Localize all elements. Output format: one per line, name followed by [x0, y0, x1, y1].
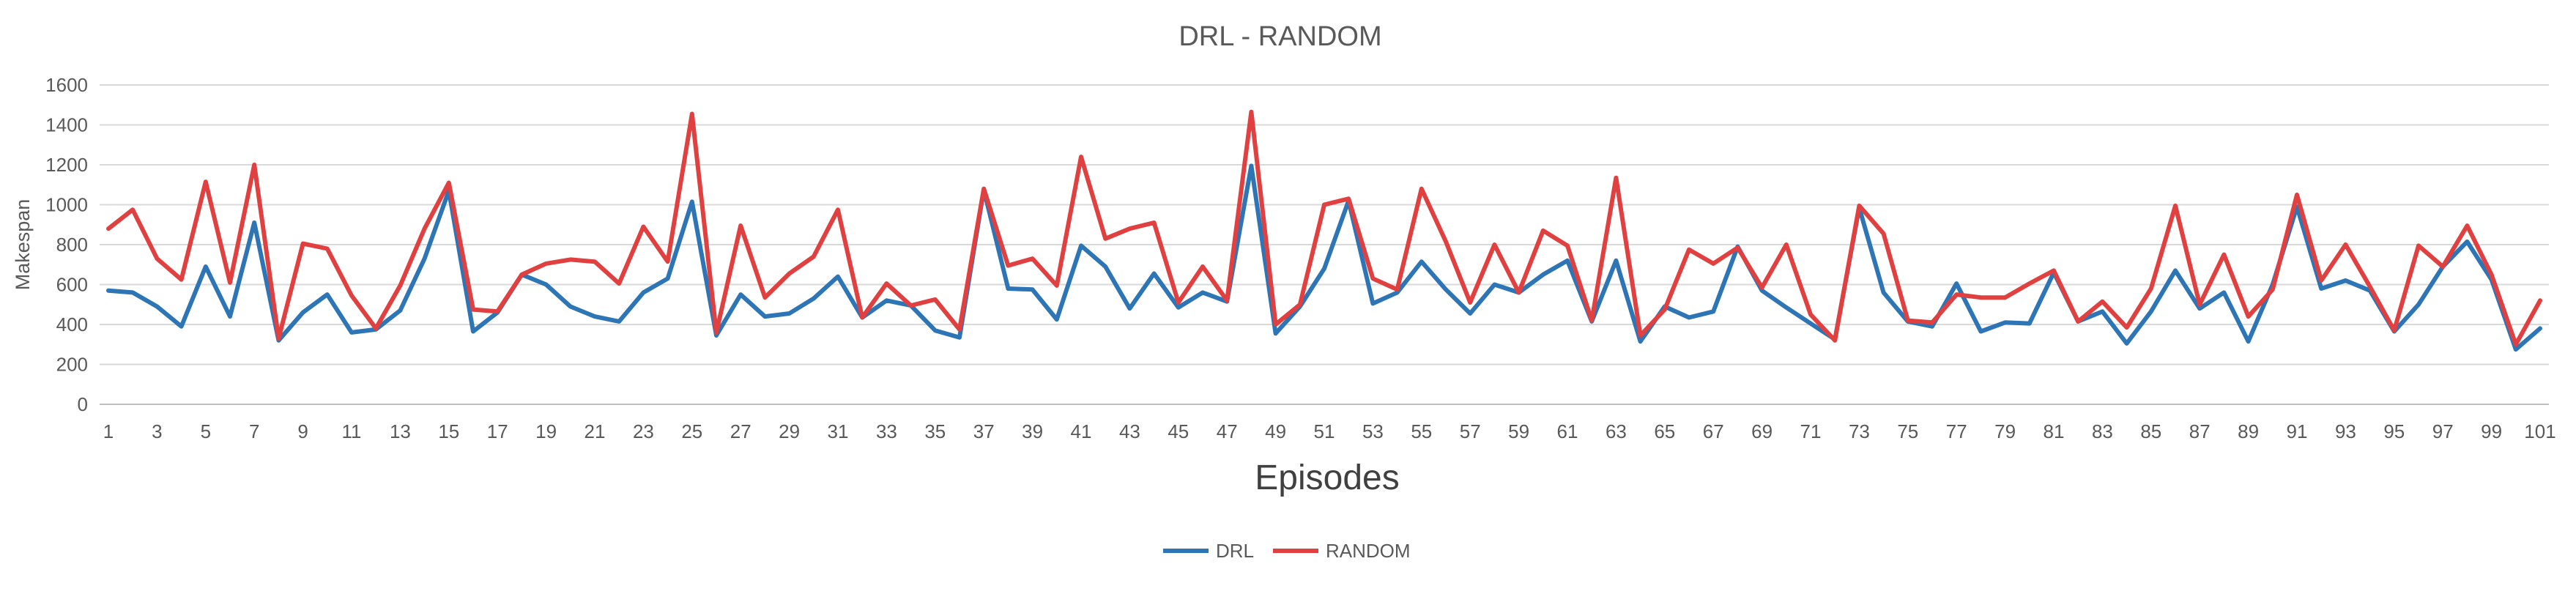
x-tick-label: 31: [828, 420, 849, 442]
x-tick-label: 43: [1119, 420, 1140, 442]
x-tick-label: 89: [2238, 420, 2259, 442]
x-tick-label: 17: [487, 420, 508, 442]
x-tick-label: 77: [1946, 420, 1967, 442]
x-tick-label: 67: [1703, 420, 1724, 442]
x-tick-label: 97: [2432, 420, 2454, 442]
y-tick-label: 1200: [45, 154, 88, 176]
x-tick-label: 37: [973, 420, 995, 442]
x-tick-label: 71: [1800, 420, 1822, 442]
x-tick-label: 79: [1994, 420, 2016, 442]
x-tick-label: 55: [1411, 420, 1432, 442]
x-tick-label: 51: [1314, 420, 1335, 442]
x-tick-label: 61: [1557, 420, 1578, 442]
x-tick-label: 73: [1849, 420, 1870, 442]
x-tick-label: 87: [2189, 420, 2211, 442]
x-axis-ticks: 1 3 5 7 9 11 13 15 17 19 21 23 25 27 29 31 33 35 37 39 41 43 4…: [103, 420, 2556, 442]
x-tick-label: 63: [1606, 420, 1627, 442]
x-tick-label: 3: [152, 420, 162, 442]
y-tick-label: 800: [56, 234, 88, 256]
x-tick-label: 49: [1265, 420, 1286, 442]
legend: DRL RANDOM: [1163, 540, 1411, 562]
x-tick-label: 23: [633, 420, 654, 442]
x-tick-label: 99: [2481, 420, 2502, 442]
y-tick-label: 600: [56, 274, 88, 296]
x-tick-label: 95: [2383, 420, 2405, 442]
x-tick-label: 93: [2335, 420, 2356, 442]
x-tick-label: 13: [390, 420, 411, 442]
x-tick-label: 85: [2140, 420, 2161, 442]
y-tick-label: 400: [56, 313, 88, 335]
x-tick-label: 27: [730, 420, 751, 442]
chart-title: DRL - RANDOM: [1178, 21, 1381, 52]
x-tick-label: 25: [681, 420, 702, 442]
x-tick-label: 39: [1022, 420, 1043, 442]
legend-label-drl: DRL: [1216, 540, 1254, 562]
x-tick-label: 35: [924, 420, 946, 442]
x-tick-label: 7: [249, 420, 259, 442]
y-axis-title: Makespan: [12, 199, 34, 291]
x-tick-label: 81: [2044, 420, 2065, 442]
x-tick-label: 45: [1168, 420, 1189, 442]
series-line-random: [106, 109, 2542, 347]
x-tick-label: 59: [1508, 420, 1529, 442]
x-tick-label: 33: [876, 420, 897, 442]
x-tick-label: 11: [342, 420, 362, 442]
x-tick-label: 101: [2524, 420, 2555, 442]
x-tick-label: 65: [1654, 420, 1675, 442]
x-tick-label: 9: [297, 420, 308, 442]
x-tick-label: 21: [584, 420, 606, 442]
x-tick-label: 57: [1460, 420, 1481, 442]
x-tick-label: 41: [1071, 420, 1092, 442]
x-tick-label: 53: [1362, 420, 1384, 442]
x-tick-label: 29: [779, 420, 800, 442]
y-tick-label: 1600: [45, 74, 88, 96]
y-tick-label: 1400: [45, 114, 88, 136]
x-tick-label: 91: [2287, 420, 2308, 442]
x-tick-label: 15: [438, 420, 459, 442]
legend-label-random: RANDOM: [1326, 540, 1411, 562]
x-axis-title: Episodes: [1255, 459, 1399, 497]
x-tick-label: 69: [1751, 420, 1773, 442]
y-axis-ticks: 0 200 400 600 800 1000 1200 1400 1600: [45, 74, 88, 415]
x-tick-label: 47: [1217, 420, 1238, 442]
x-tick-label: 1: [103, 420, 114, 442]
x-tick-label: 19: [535, 420, 557, 442]
x-tick-label: 75: [1897, 420, 1918, 442]
x-tick-label: 83: [2092, 420, 2113, 442]
y-tick-label: 1000: [45, 194, 88, 216]
series-lines: [106, 109, 2542, 352]
y-tick-label: 200: [56, 354, 88, 376]
y-tick-label: 0: [78, 393, 88, 415]
x-tick-label: 5: [201, 420, 211, 442]
